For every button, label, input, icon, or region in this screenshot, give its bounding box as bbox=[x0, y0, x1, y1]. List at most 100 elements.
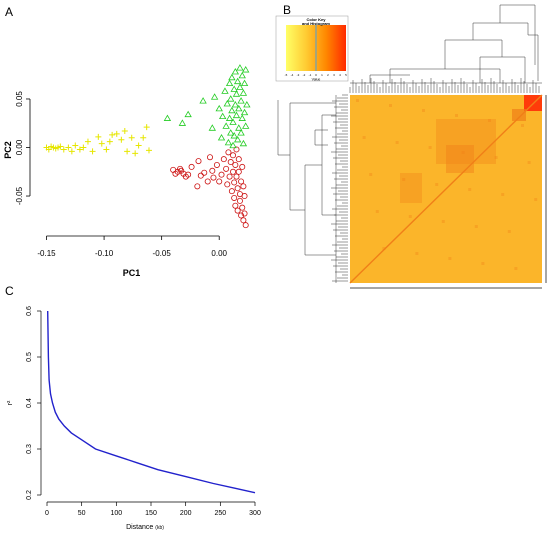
color-key-tick-label: -2 bbox=[303, 73, 306, 77]
scatter-point-circle bbox=[235, 168, 242, 175]
scatter-point-triangle bbox=[237, 129, 245, 136]
scatter-point-triangle bbox=[240, 108, 249, 116]
heatmap-speck bbox=[455, 114, 458, 117]
scatter-point-circle bbox=[233, 173, 240, 180]
scatter-point-circle bbox=[220, 156, 227, 163]
scatter-point-triangle bbox=[233, 135, 242, 143]
heatmap-speck bbox=[441, 220, 445, 223]
heatmap-speck bbox=[408, 215, 412, 218]
scatter-point-circle bbox=[213, 161, 220, 168]
scatter-point-circle bbox=[210, 174, 217, 181]
scatter-point-plus bbox=[76, 146, 83, 153]
scatter-point-circle bbox=[195, 158, 202, 165]
y-axis-label: PC2 bbox=[3, 141, 13, 159]
x-axis-label: Distance (kb) bbox=[126, 524, 164, 531]
y-tick-label: 0.6 bbox=[26, 306, 33, 316]
scatter-point-triangle bbox=[232, 111, 241, 119]
scatter-point-plus bbox=[103, 146, 110, 153]
heatmap-block bbox=[436, 119, 496, 164]
scatter-point-circle bbox=[240, 183, 247, 190]
scatter-point-plus bbox=[118, 136, 125, 143]
scatter-point-circle bbox=[239, 204, 246, 211]
scatter-point-triangle bbox=[243, 100, 251, 108]
scatter-point-triangle bbox=[221, 87, 229, 94]
heatmap-speck bbox=[488, 119, 491, 122]
ld-decay-line bbox=[47, 310, 256, 494]
scatter-point-triangle bbox=[239, 139, 248, 147]
scatter-point-triangle bbox=[218, 112, 227, 120]
y-tick-label: 0.5 bbox=[26, 352, 33, 362]
color-key-title: Color Key bbox=[307, 17, 327, 22]
scatter-point-triangle bbox=[227, 129, 235, 136]
scatter-point-plus bbox=[57, 143, 64, 150]
y-axis-label: r² bbox=[7, 400, 14, 405]
scatter-point-circle bbox=[234, 207, 241, 214]
scatter-point-plus bbox=[135, 142, 142, 149]
scatter-point-triangle bbox=[238, 71, 246, 79]
scatter-point-circle bbox=[238, 178, 245, 185]
scatter-point-triangle bbox=[210, 93, 219, 100]
scatter-point-triangle bbox=[178, 119, 187, 126]
x-tick-label: -0.10 bbox=[95, 249, 114, 258]
heatmap-speck bbox=[501, 193, 505, 196]
heatmap-speck bbox=[507, 230, 511, 233]
color-key-tick-label: 0 bbox=[315, 73, 317, 77]
color-key-tick-label: 3 bbox=[333, 73, 335, 77]
panel-c-letter: C bbox=[5, 284, 14, 298]
heatmap-diagonal bbox=[349, 94, 543, 284]
scatter-point-triangle bbox=[238, 114, 246, 121]
scatter-point-triangle bbox=[199, 97, 207, 104]
scatter-point-circle bbox=[226, 173, 233, 180]
scatter-point-circle bbox=[234, 185, 241, 192]
scatter-point-triangle bbox=[229, 141, 237, 149]
heatmap-speck bbox=[481, 262, 485, 265]
scatter-point-circle bbox=[241, 193, 248, 200]
scatter-point-circle bbox=[194, 183, 201, 190]
scatter-point-circle bbox=[223, 165, 230, 172]
scatter-point-circle bbox=[207, 154, 214, 161]
scatter-point-triangle bbox=[229, 118, 237, 125]
scatter-point-circle bbox=[242, 222, 249, 229]
scatter-point-triangle bbox=[230, 85, 238, 92]
scatter-point-plus bbox=[95, 133, 102, 140]
scatter-point-circle bbox=[240, 217, 247, 224]
heatmap-speck bbox=[514, 267, 518, 270]
x-tick-label: 200 bbox=[180, 510, 192, 517]
heatmap-speck bbox=[362, 136, 366, 139]
scatter-point-circle bbox=[201, 169, 208, 176]
heatmap-block bbox=[400, 173, 422, 203]
scatter-point-triangle bbox=[242, 66, 250, 73]
scatter-point-plus bbox=[109, 131, 116, 138]
heatmap-speck bbox=[494, 156, 498, 159]
scatter-point-triangle bbox=[228, 73, 236, 81]
scatter-point-plus bbox=[72, 142, 79, 149]
heatmap-speck bbox=[428, 146, 432, 149]
y-tick-label: 0.4 bbox=[26, 398, 33, 408]
color-key-tick-label: 4 bbox=[339, 73, 341, 77]
scatter-point-plus bbox=[80, 144, 87, 151]
scatter-point-circle bbox=[204, 178, 211, 185]
scatter-point-plus bbox=[98, 140, 105, 147]
x-axis-unit: (kb) bbox=[155, 525, 164, 531]
scatter-point-circle bbox=[225, 149, 232, 156]
heatmap-speck bbox=[369, 173, 373, 176]
heatmap-speck bbox=[382, 247, 386, 250]
scatter-point-triangle bbox=[230, 132, 238, 139]
scatter-point-plus bbox=[60, 146, 67, 153]
heatmap-speck bbox=[415, 252, 419, 255]
scatter-point-triangle bbox=[236, 83, 244, 90]
scatter-point-circle bbox=[230, 168, 237, 175]
scatter-point-triangle bbox=[235, 104, 243, 112]
scatter-point-plus bbox=[143, 124, 150, 131]
scatter-point-triangle bbox=[233, 77, 242, 85]
y-tick-label: -0.05 bbox=[15, 186, 24, 205]
scatter-point-plus bbox=[113, 130, 120, 137]
heatmap-block bbox=[446, 145, 474, 173]
color-key-tick-label: -4 bbox=[291, 73, 294, 77]
color-key-tick-label: 5 bbox=[345, 73, 347, 77]
heatmap-speck bbox=[422, 109, 425, 112]
scatter-point-triangle bbox=[223, 100, 231, 107]
heatmap-speck bbox=[375, 210, 379, 213]
panel-b-letter: B bbox=[283, 3, 292, 17]
